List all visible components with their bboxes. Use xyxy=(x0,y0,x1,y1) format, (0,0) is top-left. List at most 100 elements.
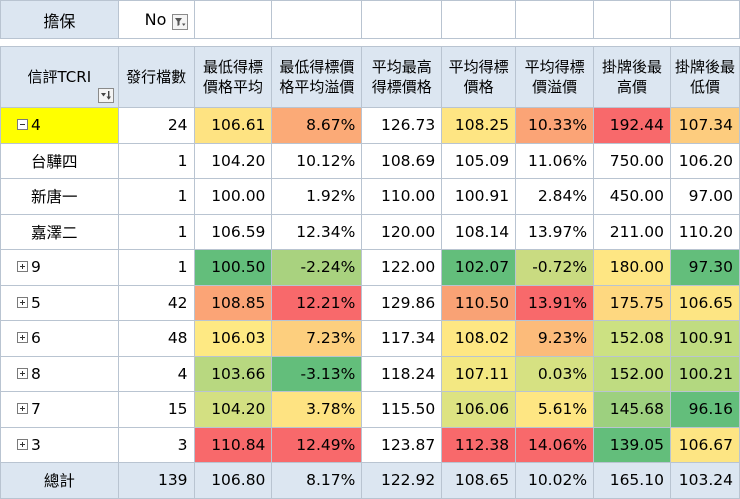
table-cell[interactable]: 107.11 xyxy=(441,355,517,392)
empty-cell[interactable] xyxy=(515,0,595,39)
table-cell[interactable]: 1 xyxy=(117,249,195,286)
table-cell[interactable]: 96.16 xyxy=(669,391,740,428)
table-cell[interactable]: 10.33% xyxy=(515,107,595,144)
row-label-child[interactable]: 嘉澤二 xyxy=(0,213,119,250)
table-cell[interactable]: 108.69 xyxy=(361,142,443,179)
table-cell[interactable]: 106.06 xyxy=(441,391,517,428)
table-cell[interactable]: 3 xyxy=(117,426,195,463)
expand-icon[interactable] xyxy=(17,403,28,415)
table-cell[interactable]: 106.67 xyxy=(669,426,740,463)
row-label-child[interactable]: 新唐一 xyxy=(0,178,119,215)
funnel-filter-icon[interactable] xyxy=(171,14,188,30)
table-cell[interactable]: 5.61% xyxy=(515,391,595,428)
row-label-group[interactable]: 3 xyxy=(0,426,119,463)
table-cell[interactable]: 211.00 xyxy=(593,213,671,250)
empty-cell[interactable] xyxy=(441,0,517,39)
table-cell[interactable]: 110.00 xyxy=(361,178,443,215)
row-label-header[interactable]: 信評TCRI xyxy=(0,46,119,108)
table-cell[interactable]: 120.00 xyxy=(361,213,443,250)
table-cell[interactable]: 104.20 xyxy=(193,391,273,428)
table-cell[interactable]: 145.68 xyxy=(593,391,671,428)
table-cell[interactable]: 4 xyxy=(117,355,195,392)
row-label-group[interactable]: 7 xyxy=(0,391,119,428)
table-cell[interactable]: 152.00 xyxy=(593,355,671,392)
table-cell[interactable]: 108.25 xyxy=(441,107,517,144)
table-cell[interactable]: 750.00 xyxy=(593,142,671,179)
row-label-group[interactable]: 6 xyxy=(0,320,119,357)
row-label-group[interactable]: 8 xyxy=(0,355,119,392)
empty-cell[interactable] xyxy=(271,0,363,39)
filter-field-dropdown[interactable]: No xyxy=(117,0,195,39)
expand-icon[interactable] xyxy=(17,332,28,344)
table-cell[interactable]: 110.84 xyxy=(193,426,273,463)
table-cell[interactable]: 0.03% xyxy=(515,355,595,392)
row-label-group[interactable]: 5 xyxy=(0,284,119,321)
table-cell[interactable]: 104.20 xyxy=(193,142,273,179)
total-cell[interactable]: 10.02% xyxy=(515,462,595,499)
table-cell[interactable]: 115.50 xyxy=(361,391,443,428)
table-cell[interactable]: 10.12% xyxy=(271,142,363,179)
table-cell[interactable]: -2.24% xyxy=(271,249,363,286)
table-cell[interactable]: 1.92% xyxy=(271,178,363,215)
table-cell[interactable]: 100.50 xyxy=(193,249,273,286)
table-cell[interactable]: 48 xyxy=(117,320,195,357)
table-cell[interactable]: 12.21% xyxy=(271,284,363,321)
table-cell[interactable]: 106.59 xyxy=(193,213,273,250)
table-cell[interactable]: -0.72% xyxy=(515,249,595,286)
table-cell[interactable]: 110.20 xyxy=(669,213,740,250)
expand-icon[interactable] xyxy=(17,296,28,308)
row-label-child[interactable]: 台驊四 xyxy=(0,142,119,179)
table-cell[interactable]: 100.21 xyxy=(669,355,740,392)
table-cell[interactable]: 15 xyxy=(117,391,195,428)
row-label-group[interactable]: 9 xyxy=(0,249,119,286)
table-cell[interactable]: 12.34% xyxy=(271,213,363,250)
empty-cell[interactable] xyxy=(593,0,671,39)
table-cell[interactable]: 126.73 xyxy=(361,107,443,144)
expand-icon[interactable] xyxy=(17,261,28,273)
sort-dropdown-icon[interactable] xyxy=(97,88,114,103)
table-cell[interactable]: 106.03 xyxy=(193,320,273,357)
table-cell[interactable]: 117.34 xyxy=(361,320,443,357)
table-cell[interactable]: 9.23% xyxy=(515,320,595,357)
total-cell[interactable]: 108.65 xyxy=(441,462,517,499)
table-cell[interactable]: 8.67% xyxy=(271,107,363,144)
table-cell[interactable]: 106.61 xyxy=(193,107,273,144)
table-cell[interactable]: 180.00 xyxy=(593,249,671,286)
total-cell[interactable]: 165.10 xyxy=(593,462,671,499)
grand-total-label[interactable]: 總計 xyxy=(0,462,119,499)
table-cell[interactable]: 152.08 xyxy=(593,320,671,357)
table-cell[interactable]: 97.00 xyxy=(669,178,740,215)
table-cell[interactable]: 14.06% xyxy=(515,426,595,463)
total-cell[interactable]: 139 xyxy=(117,462,195,499)
total-cell[interactable]: 122.92 xyxy=(361,462,443,499)
table-cell[interactable]: 108.14 xyxy=(441,213,517,250)
table-cell[interactable]: 175.75 xyxy=(593,284,671,321)
table-cell[interactable]: 13.91% xyxy=(515,284,595,321)
table-cell[interactable]: 123.87 xyxy=(361,426,443,463)
table-cell[interactable]: 107.34 xyxy=(669,107,740,144)
expand-icon[interactable] xyxy=(17,367,28,379)
table-cell[interactable]: 11.06% xyxy=(515,142,595,179)
table-cell[interactable]: 3.78% xyxy=(271,391,363,428)
empty-cell[interactable] xyxy=(361,0,443,39)
table-cell[interactable]: 100.00 xyxy=(193,178,273,215)
table-cell[interactable]: 192.44 xyxy=(593,107,671,144)
total-cell[interactable]: 103.24 xyxy=(669,462,740,499)
table-cell[interactable]: 1 xyxy=(117,213,195,250)
table-cell[interactable]: 106.20 xyxy=(669,142,740,179)
table-cell[interactable]: 110.50 xyxy=(441,284,517,321)
table-cell[interactable]: 118.24 xyxy=(361,355,443,392)
table-cell[interactable]: 129.86 xyxy=(361,284,443,321)
table-cell[interactable]: 24 xyxy=(117,107,195,144)
empty-cell[interactable] xyxy=(193,0,273,39)
table-cell[interactable]: -3.13% xyxy=(271,355,363,392)
row-label-group[interactable]: 4 xyxy=(0,107,119,144)
table-cell[interactable]: 122.00 xyxy=(361,249,443,286)
table-cell[interactable]: 108.02 xyxy=(441,320,517,357)
table-cell[interactable]: 112.38 xyxy=(441,426,517,463)
table-cell[interactable]: 1 xyxy=(117,178,195,215)
table-cell[interactable]: 13.97% xyxy=(515,213,595,250)
table-cell[interactable]: 100.91 xyxy=(669,320,740,357)
table-cell[interactable]: 7.23% xyxy=(271,320,363,357)
table-cell[interactable]: 42 xyxy=(117,284,195,321)
